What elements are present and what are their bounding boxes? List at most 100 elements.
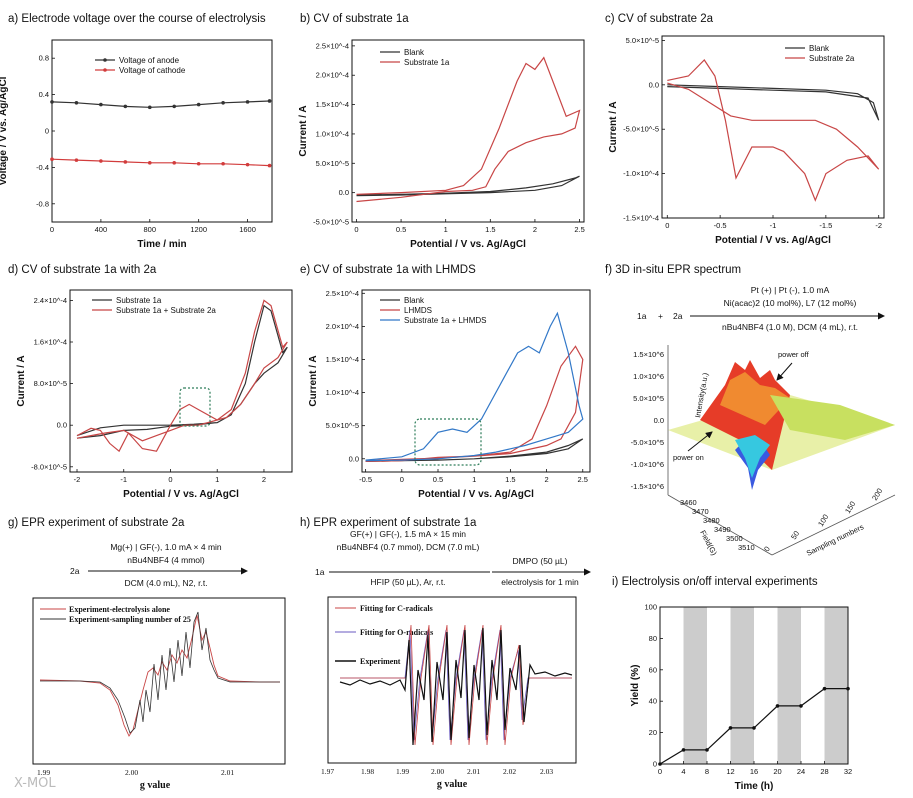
f-ztick-0: 1.5×10^6 bbox=[633, 350, 664, 359]
f-field-tick-0: 3460 bbox=[680, 498, 697, 507]
chart-i: 0 4 8 12 16 20 24 28 32 0 20 40 60 80 100 Time (h) Yield… bbox=[630, 603, 852, 793]
series-0-point-2 bbox=[99, 102, 103, 107]
x-tick-label-3: 1200 bbox=[190, 225, 207, 234]
h-cond-5: electrolysis for 1 min bbox=[501, 577, 579, 587]
h-cond-1: GF(+) | GF(-), 1.5 mA × 15 min bbox=[350, 529, 466, 539]
x-tick-label-4: -2 bbox=[875, 221, 882, 230]
x-axis-label: Time (h) bbox=[735, 781, 774, 792]
x-tick-label-3: -1.5 bbox=[819, 221, 832, 230]
x-tick-label-3: 1 bbox=[215, 475, 219, 484]
f-plus: + bbox=[658, 311, 663, 321]
series-0-point-1 bbox=[74, 100, 79, 105]
legend-label-1: Voltage of cathode bbox=[119, 66, 186, 75]
legend-label-0: Blank bbox=[809, 44, 830, 53]
panel-e-title: e) CV of substrate 1a with LHMDS bbox=[300, 264, 476, 276]
y-axis-label: Current / A bbox=[308, 355, 319, 406]
h-xtick-1: 1.98 bbox=[361, 767, 374, 776]
f-field-tick-2: 3480 bbox=[703, 516, 720, 525]
chart-e: -0.5 0 0.5 1 1.5 2 2.5 0.0 5.0×10^-5 1.0×10^-4 1.5… bbox=[308, 289, 591, 500]
series-1-point-3 bbox=[123, 160, 128, 164]
panel-h-title: h) EPR experiment of substrate 1a bbox=[300, 517, 477, 529]
legend-label-2: Substrate 1a + LHMDS bbox=[404, 316, 486, 325]
series-0-point-3 bbox=[728, 726, 733, 730]
series-0-point-1 bbox=[681, 748, 686, 752]
h-reactant: 1a bbox=[315, 567, 325, 577]
panel-b-title: b) CV of substrate 1a bbox=[300, 13, 409, 25]
panel-f-3d-plot: 1.5×10^6 1.0×10^6 5.0×10^5 0.0 -5.0×10^5… bbox=[631, 345, 896, 558]
y-axis-label: Current / A bbox=[608, 101, 619, 152]
h-xlabel: g value bbox=[437, 779, 468, 790]
x-tick-label-2: 1 bbox=[444, 225, 448, 234]
series-1-point-0 bbox=[50, 157, 54, 162]
g-reactant: 2a bbox=[70, 566, 80, 576]
f-sample-axis bbox=[771, 494, 896, 556]
h-xtick-4: 2.01 bbox=[467, 767, 480, 776]
y-tick-label-2: -5.0×10^-5 bbox=[623, 125, 659, 134]
x-tick-label-4: 16 bbox=[750, 767, 758, 776]
series-0-point-6 bbox=[196, 102, 201, 107]
y-tick-label-2: 40 bbox=[649, 697, 657, 706]
x-tick-label-1: -0.5 bbox=[714, 221, 727, 230]
g-trace-sampling bbox=[40, 611, 280, 734]
series-0-point-0 bbox=[658, 762, 662, 766]
g-xlabel: g value bbox=[140, 780, 171, 791]
h-xtick-0: 1.97 bbox=[321, 767, 334, 776]
h-frame bbox=[327, 596, 577, 764]
x-tick-label-1: 0 bbox=[400, 475, 404, 484]
g-frame bbox=[32, 597, 286, 765]
h-xtick-5: 2.02 bbox=[503, 767, 516, 776]
f-cond-1: Pt (+) | Pt (-), 1.0 mA bbox=[751, 285, 830, 295]
series-line-0 bbox=[365, 438, 584, 462]
f-field-tick-3: 3490 bbox=[714, 525, 731, 534]
series-1-point-7 bbox=[221, 161, 225, 166]
y-tick-label-3: 0.0 bbox=[649, 80, 659, 89]
legend-label-1: Substrate 1a bbox=[404, 58, 450, 67]
plot-frame bbox=[661, 35, 885, 219]
h-cond-4: DMPO (50 µL) bbox=[513, 556, 568, 566]
y-axis-label: Yield (%) bbox=[630, 665, 641, 707]
h-legend-1: Fitting for O-radicals bbox=[360, 628, 433, 637]
shaded-interval-1 bbox=[730, 607, 754, 764]
shaded-interval-2 bbox=[777, 607, 801, 764]
x-tick-label-8: 32 bbox=[844, 767, 852, 776]
x-tick-label-4: 2 bbox=[262, 475, 266, 484]
y-tick-label-0: -0.8 bbox=[36, 199, 49, 208]
g-xtick-0: 1.99 bbox=[37, 768, 50, 777]
series-0-point-7 bbox=[221, 100, 225, 105]
y-tick-label-4: 2.0×10^-4 bbox=[326, 322, 359, 331]
x-tick-label-5: 2 bbox=[544, 475, 548, 484]
y-tick-label-3: 1.0×10^-4 bbox=[316, 129, 349, 138]
x-axis-label: Potential / V vs. Ag/AgCl bbox=[410, 239, 526, 250]
y-tick-label-0: 0 bbox=[653, 760, 657, 769]
watermark: X-MOL bbox=[14, 776, 56, 791]
series-1-point-9 bbox=[267, 163, 272, 168]
shaded-interval-0 bbox=[683, 607, 707, 764]
series-line-2 bbox=[365, 311, 584, 462]
series-0-point-4 bbox=[147, 105, 152, 110]
chart-d: -2 -1 0 1 2 -8.0×10^-5 0.0 8.0×10^-5 1.6×10^-4 2.… bbox=[16, 289, 293, 500]
x-tick-label-0: 0 bbox=[354, 225, 358, 234]
y-axis-label: Voltage / V vs. Ag/AgCl bbox=[0, 76, 9, 185]
series-0-point-9 bbox=[267, 99, 272, 103]
series-line-0 bbox=[76, 304, 288, 439]
x-tick-label-2: 0.5 bbox=[433, 475, 443, 484]
panel-h-scheme: 1a GF(+) | GF(-), 1.5 mA × 15 min nBu4NB… bbox=[315, 529, 591, 587]
y-tick-label-0: -5.0×10^-5 bbox=[313, 218, 349, 227]
f-power-on-arrow bbox=[687, 431, 713, 452]
series-0-point-2 bbox=[705, 748, 709, 752]
series-line-1 bbox=[51, 158, 270, 167]
f-ztick-6: -1.5×10^6 bbox=[631, 482, 664, 491]
f-field-tick-4: 3500 bbox=[726, 534, 743, 543]
f-power-off-arrow bbox=[776, 362, 793, 381]
f-field-axis bbox=[667, 494, 773, 556]
g-xtick-1: 2.00 bbox=[125, 768, 138, 777]
plot-frame bbox=[361, 289, 591, 473]
legend-label-1: LHMDS bbox=[404, 306, 432, 315]
y-tick-label-5: 2.5×10^-4 bbox=[326, 289, 359, 298]
series-line-0 bbox=[667, 84, 880, 121]
g-legend-0: Experiment-electrolysis alone bbox=[69, 605, 170, 614]
g-legend-1: Experiment-sampling number of 25 bbox=[69, 615, 191, 624]
x-tick-label-2: 8 bbox=[705, 767, 709, 776]
series-line-1 bbox=[365, 345, 584, 462]
x-tick-label-7: 28 bbox=[820, 767, 828, 776]
